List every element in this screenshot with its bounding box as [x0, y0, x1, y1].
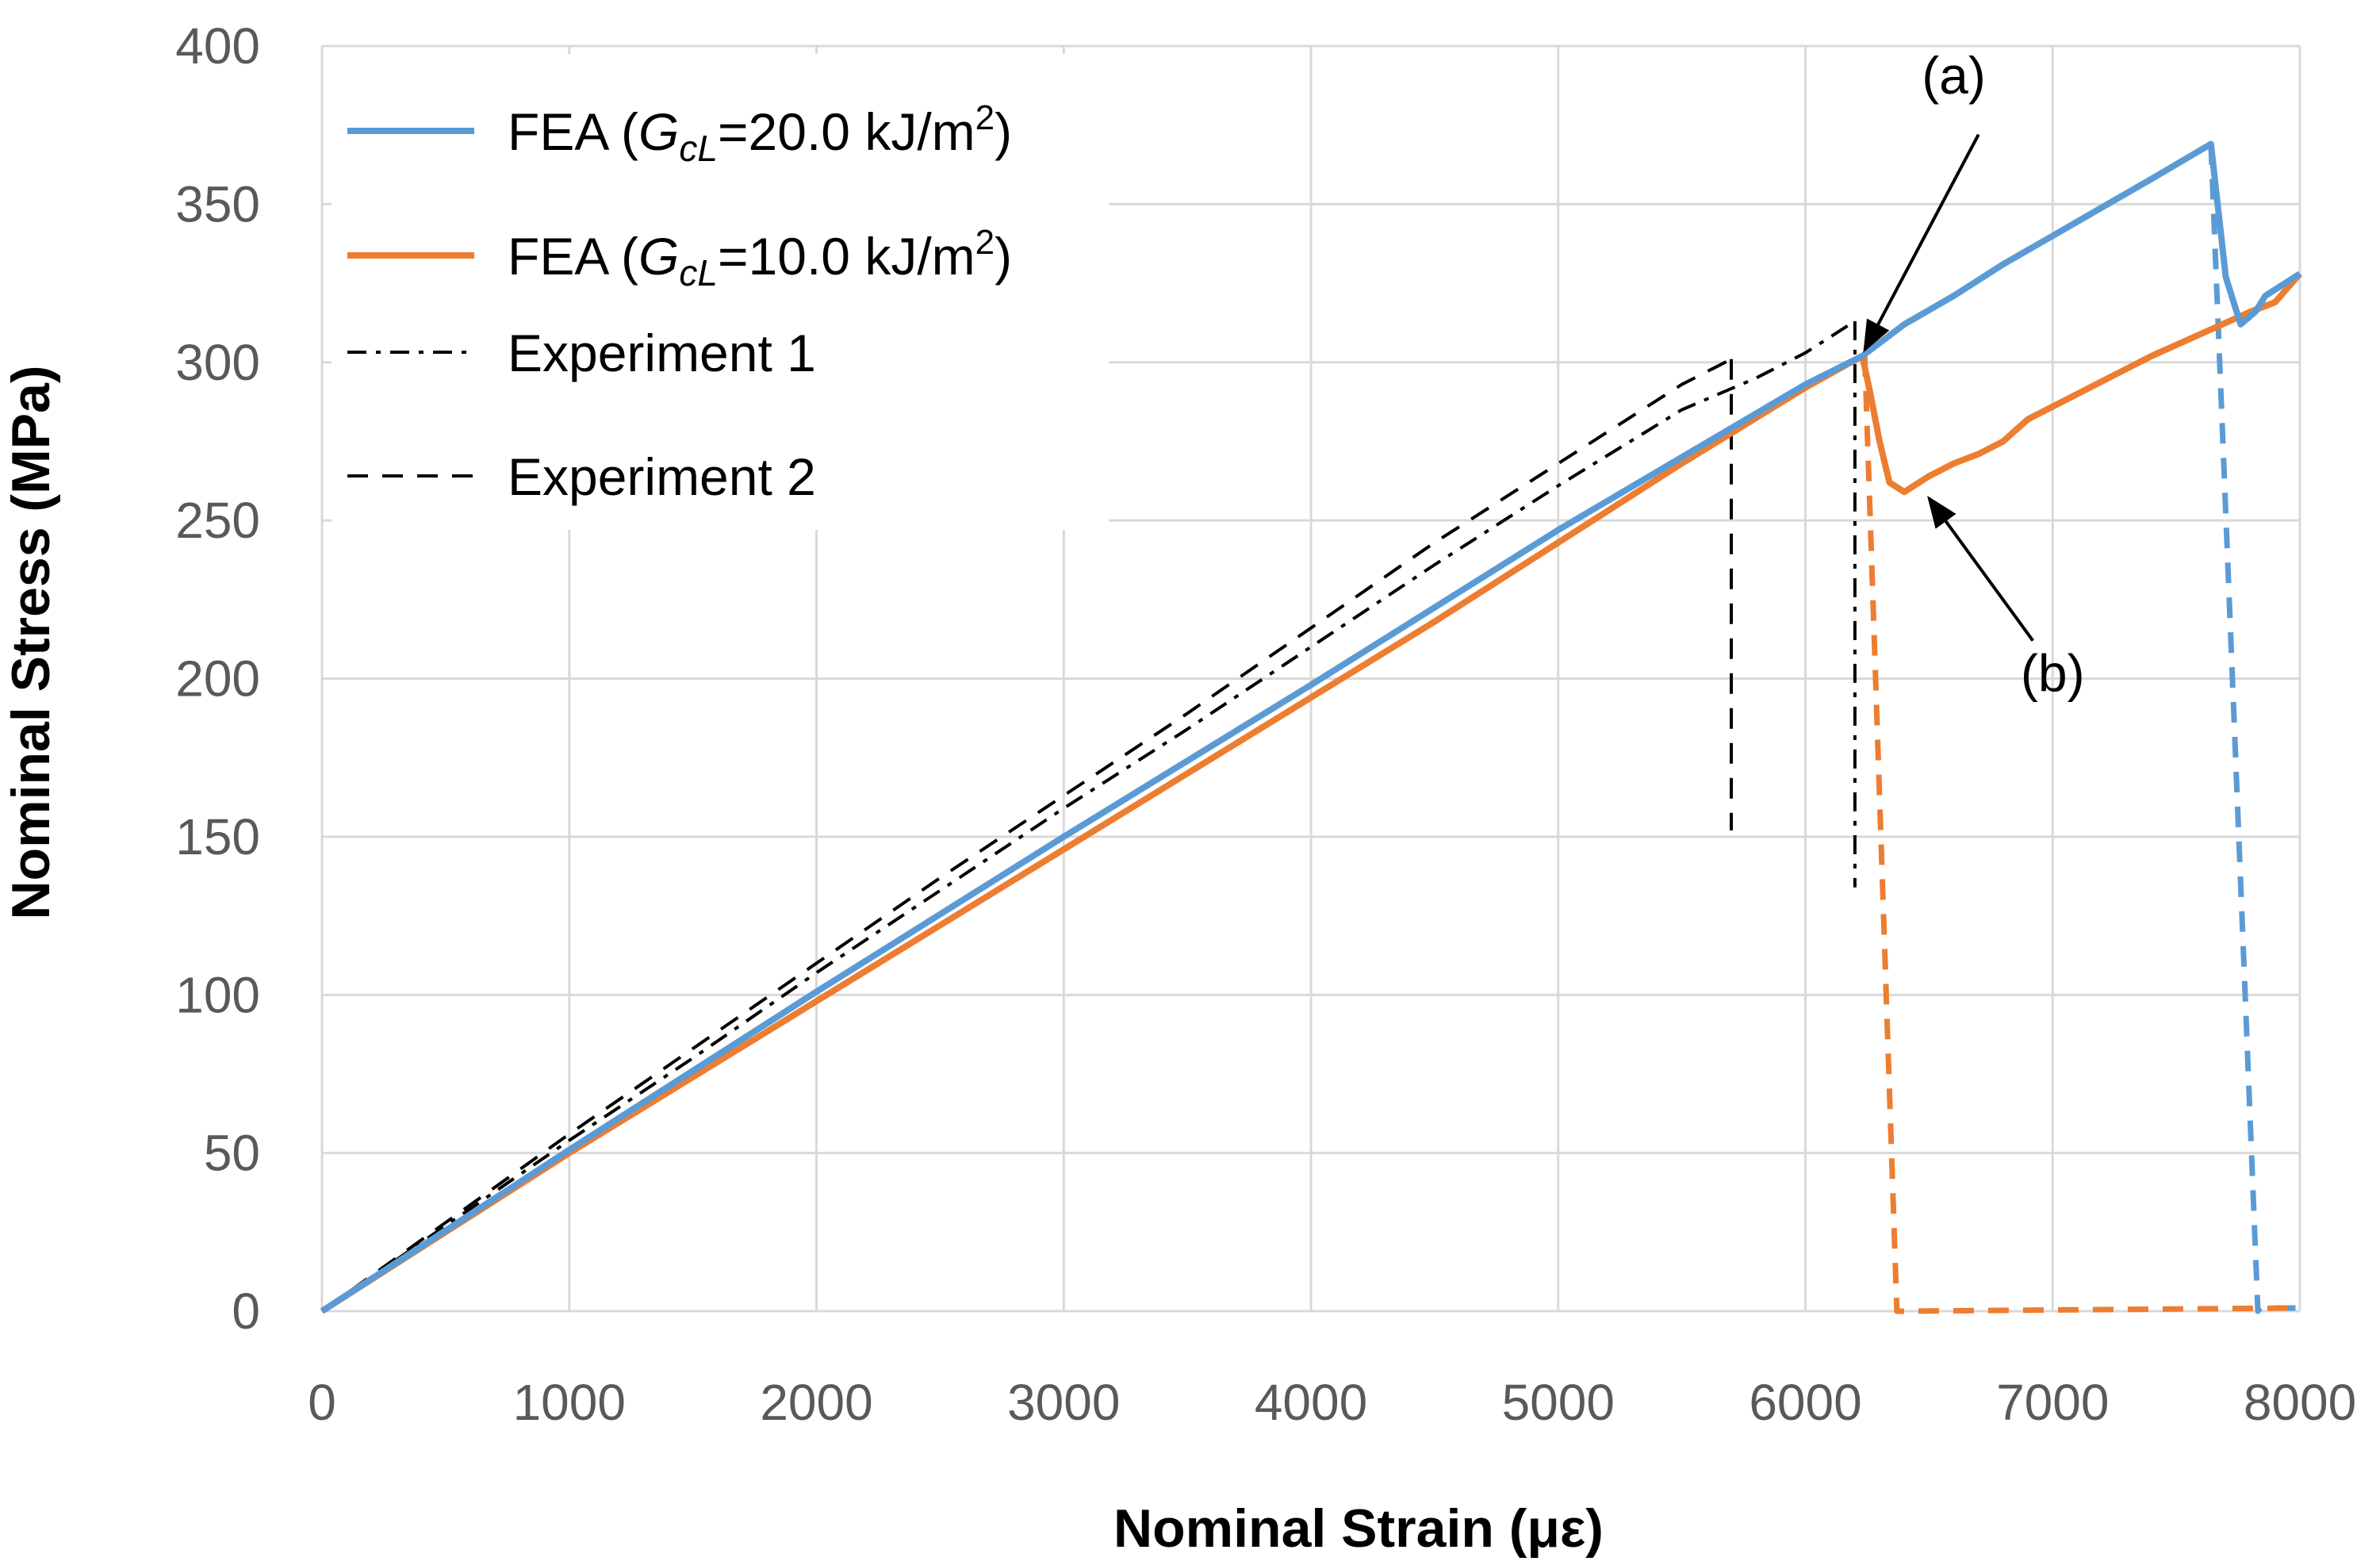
legend-entry: FEA (GcL=10.0 kJ/m2) [508, 223, 1012, 293]
failure-drop-line [1861, 355, 2301, 1314]
series-line [320, 271, 2303, 1314]
annotation-arrow [1927, 495, 2034, 642]
y-tick-label: 150 [175, 808, 260, 865]
legend-text-part: G [638, 102, 679, 161]
y-tick-label: 250 [175, 492, 260, 549]
legend-text-part: 2 [975, 223, 995, 262]
y-tick-label: 400 [175, 17, 260, 75]
x-tick-label: 0 [308, 1374, 336, 1431]
legend-text-part: =10.0 kJ/m [718, 227, 975, 286]
x-tick-label: 8000 [2244, 1374, 2356, 1431]
legend-text-part: cL [679, 128, 718, 169]
legend-text-part: G [638, 227, 679, 286]
y-tick-label: 350 [175, 175, 260, 232]
legend-text-part: FEA ( [508, 227, 638, 286]
legend-text-part: ) [995, 227, 1012, 286]
legend-text-part: cL [679, 252, 718, 293]
annotation-label: (a) [1922, 46, 1986, 105]
series-lines [320, 140, 2303, 1314]
legend-entry: Experiment 1 [508, 324, 816, 382]
legend-entry: Experiment 2 [508, 447, 816, 506]
legend-text-part: 2 [975, 98, 995, 137]
y-tick-label: 200 [175, 650, 260, 708]
y-axis-title: Nominal Stress (MPa) [1, 365, 61, 919]
x-tick-label: 5000 [1502, 1374, 1615, 1431]
annotations: (a) (b) [1863, 46, 2085, 702]
x-tick-label: 1000 [513, 1374, 626, 1431]
legend-text-part: FEA ( [508, 102, 638, 161]
x-tick-label: 6000 [1749, 1374, 1861, 1431]
y-tick-label: 0 [232, 1283, 260, 1340]
y-tick-label: 100 [175, 966, 260, 1023]
annotation-label: (b) [2021, 643, 2085, 702]
y-tick-label: 300 [175, 334, 260, 391]
annotation-arrow [1863, 133, 1980, 353]
legend-entry: FEA (GcL=20.0 kJ/m2) [508, 98, 1012, 169]
x-tick-label: 3000 [1007, 1374, 1120, 1431]
series-line [320, 140, 2302, 1314]
x-axis-title: Nominal Strain (με) [1113, 1498, 1604, 1559]
x-tick-label: 2000 [760, 1374, 872, 1431]
legend: FEA (GcL=20.0 kJ/m2)FEA (GcL=10.0 kJ/m2)… [332, 54, 1109, 530]
legend-text-part: =20.0 kJ/m [718, 102, 975, 161]
x-tick-label: 7000 [1996, 1374, 2109, 1431]
x-tick-label: 4000 [1255, 1374, 1367, 1431]
series-line [320, 320, 1856, 1313]
y-tick-label: 50 [204, 1125, 260, 1182]
legend-text-part: ) [995, 102, 1012, 161]
